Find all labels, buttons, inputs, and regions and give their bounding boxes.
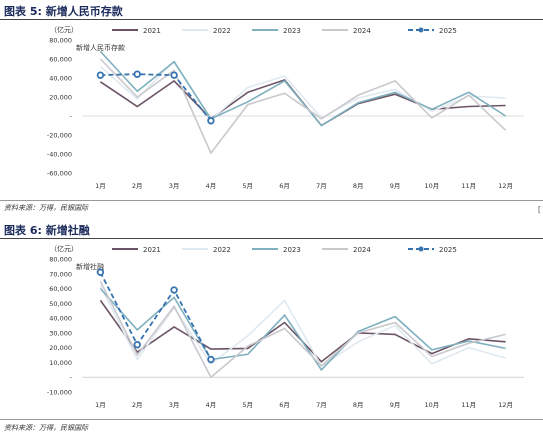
chart5-source: 资料来源：万得，民银国际 — [4, 204, 88, 212]
chart6-svg: （亿元） 2021 2022 2023 2024 2025-10,000-10,00020… — [47, 244, 524, 409]
legend-label-2025: 2025 — [439, 246, 457, 254]
x-tick-label: 2月 — [132, 401, 143, 409]
x-tick-label: 11月 — [461, 401, 476, 409]
series-line-2023 — [99, 288, 506, 372]
y-tick-label: 30,000 — [49, 329, 72, 337]
y-tick-label: 40,000 — [49, 75, 72, 83]
x-tick-label: 10月 — [425, 182, 440, 190]
x-tick-label: 2月 — [132, 182, 143, 190]
x-tick-label: 1月 — [95, 401, 106, 409]
unit-label: （亿元） — [50, 25, 78, 34]
chart5-title: 图表 5: 新增人民币存款 — [4, 5, 123, 18]
y-tick-label: -60,000 — [47, 170, 72, 178]
x-tick-label: 7月 — [316, 182, 327, 190]
data-point-2025 — [96, 71, 105, 79]
chart-inner-title: 新增人民币存款 — [76, 43, 125, 52]
x-tick-label: 8月 — [353, 401, 364, 409]
y-tick-label: -20,000 — [47, 132, 72, 140]
y-tick-label: - — [70, 374, 73, 382]
chart6-bottom-rule — [0, 419, 543, 420]
series-line-2025 — [99, 271, 212, 360]
legend-label-2023: 2023 — [283, 27, 301, 35]
legend-label-2023: 2023 — [283, 246, 301, 254]
legend-label-2021: 2021 — [143, 27, 161, 35]
x-tick-label: 3月 — [169, 182, 180, 190]
y-tick-label: -10,000 — [47, 389, 72, 397]
chart5-title-rule — [0, 19, 543, 20]
chart-inner-title: 新增社融 — [76, 262, 104, 271]
y-tick-label: 60,000 — [49, 285, 72, 293]
legend-marker-2025 — [418, 27, 424, 33]
x-tick-label: 4月 — [206, 401, 217, 409]
y-tick-label: 60,000 — [49, 56, 72, 64]
data-point-2025 — [207, 355, 215, 364]
data-point-2025 — [170, 286, 178, 294]
x-tick-label: 6月 — [279, 401, 290, 409]
x-tick-label: 4月 — [206, 182, 217, 190]
series-line-2023 — [99, 50, 507, 127]
chart6-source: 资料来源：万得，民银国际 — [4, 424, 88, 432]
series-line-2025 — [100, 73, 212, 122]
chart6-title-rule — [0, 238, 543, 239]
y-tick-label: 10,000 — [49, 359, 72, 367]
y-tick-label: 80,000 — [49, 37, 72, 45]
x-tick-label: 10月 — [425, 401, 440, 409]
legend-label-2025: 2025 — [439, 27, 457, 35]
x-tick-label: 9月 — [390, 401, 401, 409]
unit-label: （亿元） — [50, 244, 78, 253]
x-tick-label: 9月 — [390, 182, 401, 190]
x-tick-label: 1月 — [95, 182, 106, 190]
y-tick-label: 20,000 — [49, 344, 72, 352]
legend-marker-2025 — [418, 246, 424, 252]
x-tick-label: 3月 — [169, 401, 180, 409]
data-point-2025 — [133, 70, 141, 78]
x-tick-label: 11月 — [461, 182, 476, 190]
data-point-2025 — [170, 71, 178, 79]
x-tick-label: 8月 — [353, 182, 364, 190]
legend-label-2024: 2024 — [353, 246, 371, 254]
chart5-svg: （亿元） 2021 2022 2023 2024 2025-60,000-40,000-2… — [47, 25, 524, 190]
legend-label-2021: 2021 — [143, 246, 161, 254]
y-tick-label: 70,000 — [49, 270, 72, 278]
data-point-2025 — [133, 341, 141, 349]
series-line-2024 — [99, 280, 506, 379]
x-tick-label: 5月 — [242, 401, 253, 409]
x-tick-label: 12月 — [498, 401, 513, 409]
y-tick-label: 50,000 — [49, 300, 72, 308]
y-tick-label: -40,000 — [47, 151, 72, 159]
chart5-bottom-rule — [0, 200, 543, 201]
legend-label-2024: 2024 — [353, 27, 371, 35]
x-tick-label: 12月 — [498, 182, 513, 190]
legend-label-2022: 2022 — [213, 27, 231, 35]
x-tick-label: 5月 — [242, 182, 253, 190]
x-tick-label: 7月 — [316, 401, 327, 409]
series-line-2022 — [99, 285, 506, 368]
y-tick-label: 20,000 — [49, 94, 72, 102]
data-point-2025 — [207, 117, 215, 125]
data-point-2025 — [96, 268, 105, 276]
x-tick-label: 6月 — [279, 182, 290, 190]
side-mark: [ — [537, 205, 541, 214]
y-tick-label: 40,000 — [49, 315, 72, 323]
chart6-title: 图表 6: 新增社融 — [4, 224, 90, 237]
legend-label-2022: 2022 — [213, 246, 231, 254]
y-tick-label: 80,000 — [49, 256, 72, 264]
y-tick-label: - — [70, 113, 73, 121]
